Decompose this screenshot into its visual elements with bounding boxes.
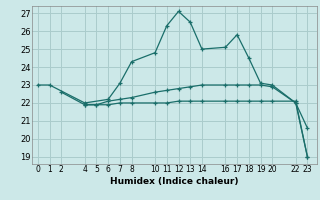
X-axis label: Humidex (Indice chaleur): Humidex (Indice chaleur) <box>110 177 239 186</box>
